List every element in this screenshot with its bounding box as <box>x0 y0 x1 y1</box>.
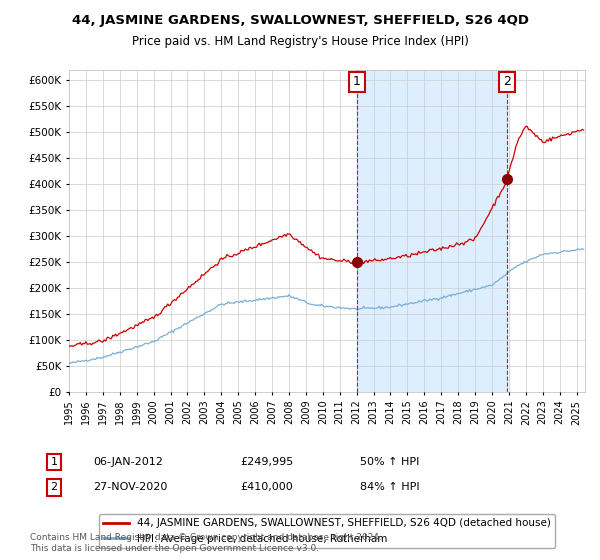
Text: Contains HM Land Registry data © Crown copyright and database right 2024.
This d: Contains HM Land Registry data © Crown c… <box>30 533 382 553</box>
Text: 50% ↑ HPI: 50% ↑ HPI <box>360 457 419 467</box>
Text: £410,000: £410,000 <box>240 482 293 492</box>
Text: 06-JAN-2012: 06-JAN-2012 <box>93 457 163 467</box>
Text: 2: 2 <box>503 76 511 88</box>
Text: 1: 1 <box>50 457 58 467</box>
Text: 44, JASMINE GARDENS, SWALLOWNEST, SHEFFIELD, S26 4QD: 44, JASMINE GARDENS, SWALLOWNEST, SHEFFI… <box>71 14 529 27</box>
Text: 1: 1 <box>353 76 361 88</box>
Text: 2: 2 <box>50 482 58 492</box>
Text: Price paid vs. HM Land Registry's House Price Index (HPI): Price paid vs. HM Land Registry's House … <box>131 35 469 48</box>
Legend: 44, JASMINE GARDENS, SWALLOWNEST, SHEFFIELD, S26 4QD (detached house), HPI: Aver: 44, JASMINE GARDENS, SWALLOWNEST, SHEFFI… <box>99 514 555 548</box>
Text: £249,995: £249,995 <box>240 457 293 467</box>
Bar <box>357 70 507 392</box>
Text: 27-NOV-2020: 27-NOV-2020 <box>93 482 167 492</box>
Text: 84% ↑ HPI: 84% ↑ HPI <box>360 482 419 492</box>
